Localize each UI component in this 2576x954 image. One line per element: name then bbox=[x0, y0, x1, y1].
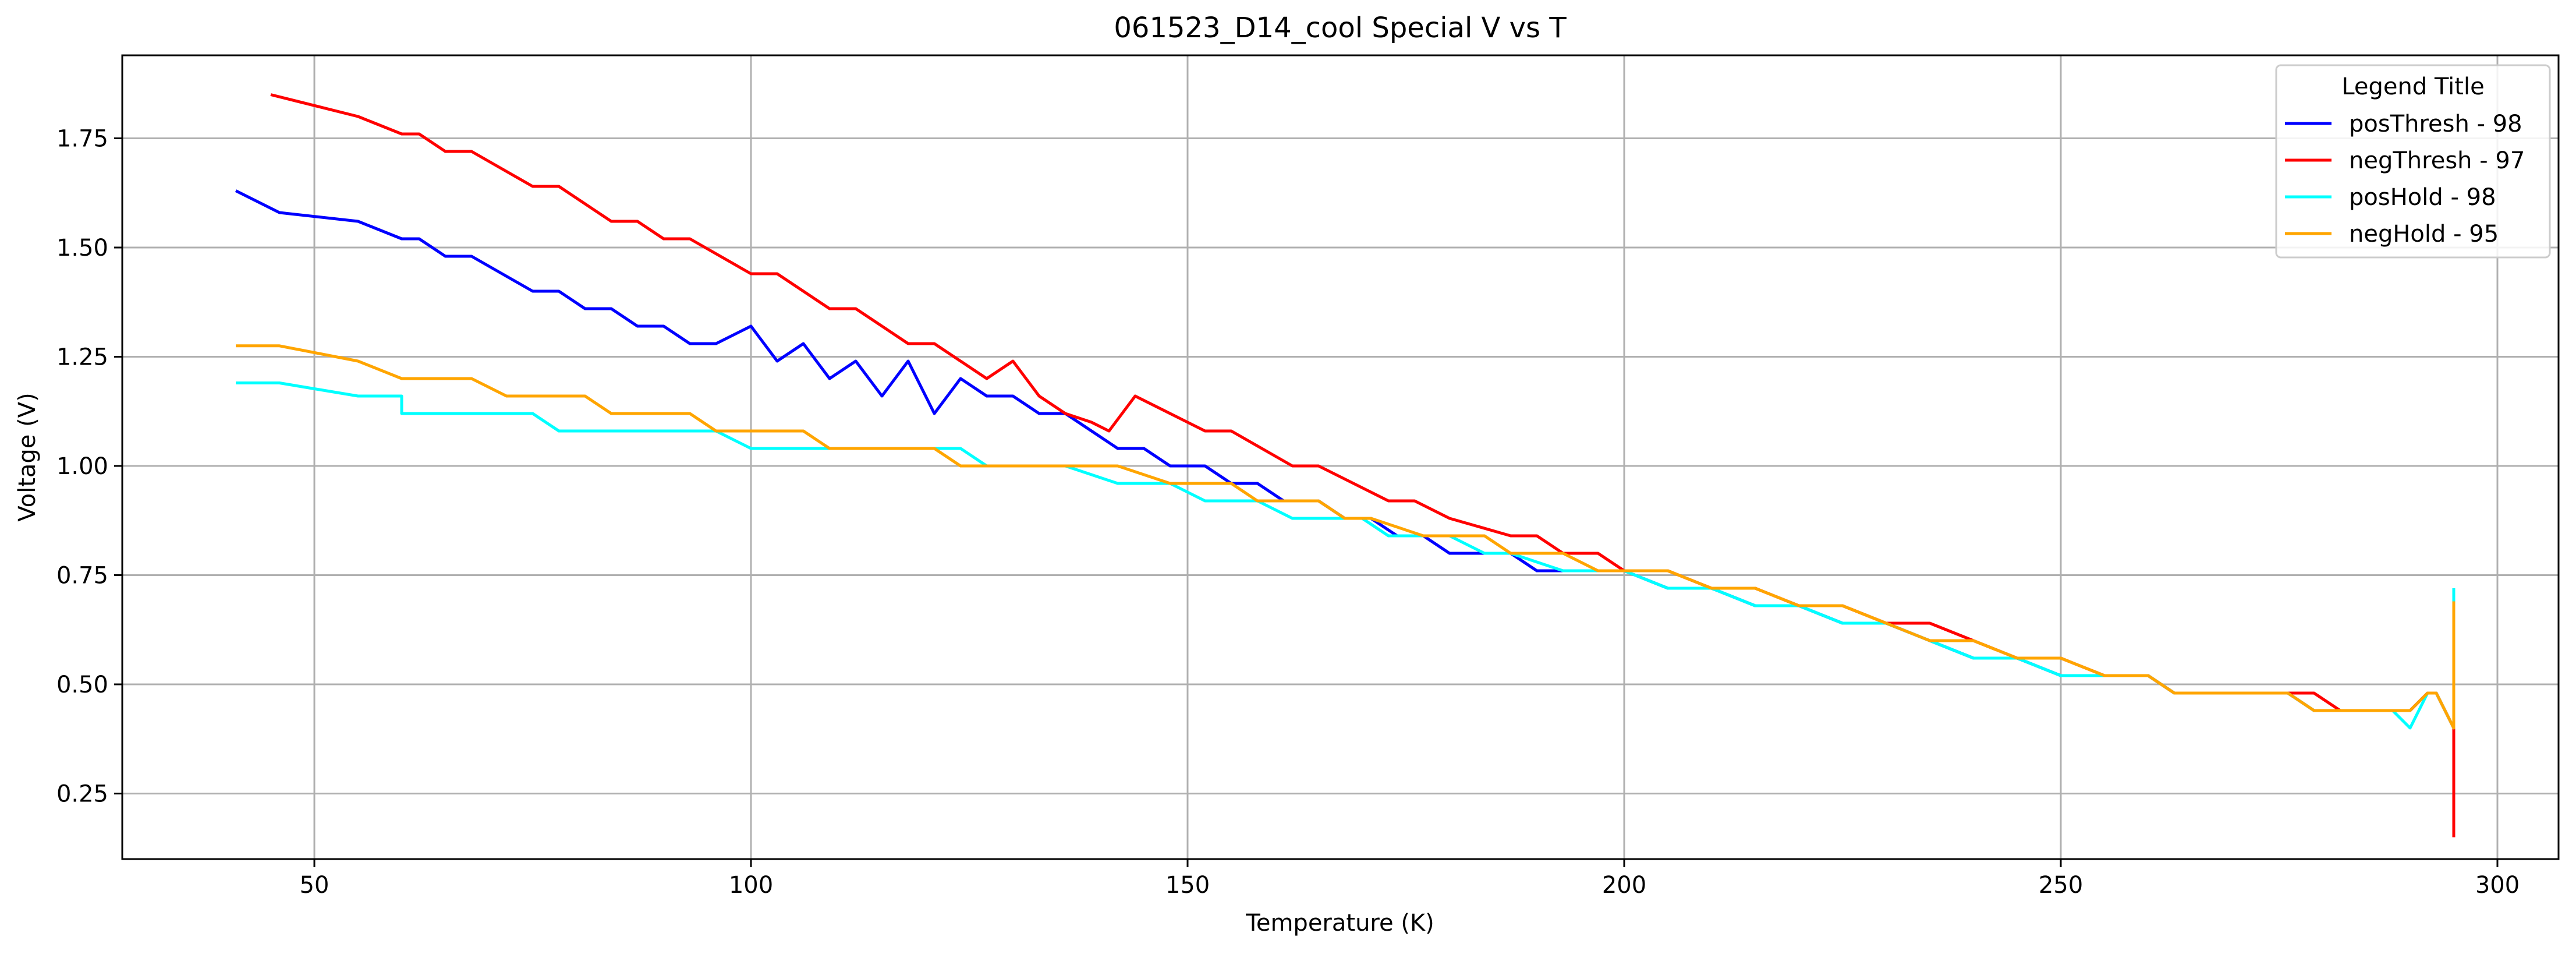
legend-entry-label: negHold - 95 bbox=[2349, 221, 2499, 248]
x-tick-label: 200 bbox=[1602, 872, 1646, 899]
legend-entries: posThresh - 98 negThresh - 97 posHold - 98… bbox=[2285, 111, 2525, 248]
y-tick-label: 1.25 bbox=[56, 344, 108, 371]
legend-entry-label: negThresh - 97 bbox=[2349, 147, 2525, 174]
axis-ticks: 50 100 150 200 250 300 0.25 0.50 0.75 1.00 1.25 1.5… bbox=[56, 126, 2520, 899]
plot-frame bbox=[121, 54, 2560, 860]
series-line bbox=[236, 344, 2455, 730]
y-tick-label: 0.25 bbox=[56, 781, 108, 808]
y-tick-label: 0.75 bbox=[56, 563, 108, 589]
y-tick-label: 0.50 bbox=[56, 672, 108, 698]
legend-entry-label: posHold - 98 bbox=[2349, 184, 2496, 211]
y-axis-label: Voltage (V) bbox=[14, 393, 41, 521]
legend: Legend Title posThresh - 98 negThresh - 9… bbox=[2275, 64, 2551, 259]
legend-entry-label: posThresh - 98 bbox=[2349, 111, 2522, 137]
x-tick-label: 100 bbox=[729, 872, 773, 899]
series-lines bbox=[235, 93, 2455, 838]
chart-title: 061523_D14_cool Special V vs T bbox=[1114, 12, 1567, 44]
x-tick-label: 50 bbox=[300, 872, 329, 899]
y-tick-label: 1.50 bbox=[56, 235, 108, 262]
x-tick-label: 300 bbox=[2475, 872, 2520, 899]
y-tick-label: 1.00 bbox=[56, 453, 108, 480]
x-axis-label: Temperature (K) bbox=[1245, 910, 1434, 937]
legend-title: Legend Title bbox=[2341, 73, 2484, 100]
x-tick-label: 150 bbox=[1165, 872, 1210, 899]
x-tick-label: 250 bbox=[2039, 872, 2083, 899]
y-tick-label: 1.75 bbox=[56, 126, 108, 153]
legend-box bbox=[2275, 64, 2551, 259]
